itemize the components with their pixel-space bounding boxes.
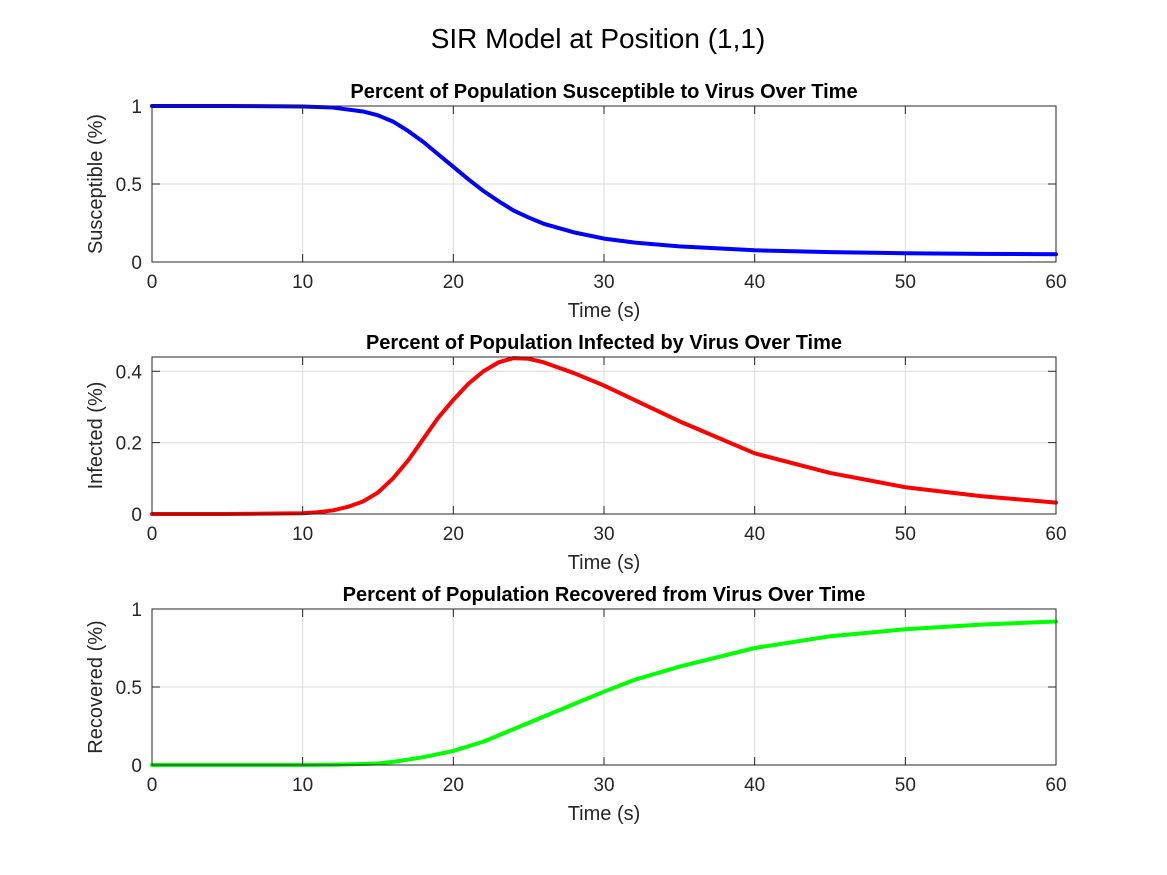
- recovered-x-tick-label: 20: [443, 775, 464, 796]
- recovered-series-line: [150, 619, 1058, 767]
- recovered-x-tick-label: 60: [1045, 775, 1066, 796]
- recovered-y-tick-label: 1: [131, 600, 142, 621]
- infected-x-tick-label: 40: [744, 524, 765, 545]
- recovered-x-tick-label: 50: [895, 775, 916, 796]
- axes-susceptible: 0 10 20 30 40 50 60 0 0.5 1 Percent of Population …: [85, 81, 1067, 322]
- infected-series-line: [150, 356, 1058, 516]
- susceptible-y-tick-label: 0.5: [116, 175, 142, 196]
- recovered-x-tick-label: 0: [147, 775, 158, 796]
- susceptible-x-tick-label: 0: [147, 272, 158, 293]
- recovered-y-axis-label: Recovered (%): [85, 620, 107, 753]
- susceptible-x-tick-label: 20: [443, 272, 464, 293]
- infected-x-tick-label: 60: [1045, 524, 1066, 545]
- infected-y-tick-label: 0.2: [116, 434, 142, 455]
- axes-recovered: 0 10 20 30 40 50 60 0 0.5 1 Percent of Population …: [85, 584, 1067, 825]
- susceptible-x-axis-label: Time (s): [568, 300, 641, 322]
- recovered-y-tick-label: 0: [131, 756, 142, 777]
- susceptible-y-tick-label: 1: [131, 97, 142, 118]
- susceptible-series-line: [150, 104, 1058, 257]
- infected-axes-title: Percent of Population Infected by Virus …: [366, 332, 842, 354]
- susceptible-x-tick-label: 60: [1045, 272, 1066, 293]
- susceptible-y-tick-label: 0: [131, 253, 142, 274]
- infected-x-tick-label: 50: [895, 524, 916, 545]
- recovered-x-tick-label: 30: [593, 775, 614, 796]
- infected-x-axis-label: Time (s): [568, 552, 641, 574]
- susceptible-x-tick-label: 40: [744, 272, 765, 293]
- recovered-x-tick-label: 40: [744, 775, 765, 796]
- susceptible-x-tick-label: 30: [593, 272, 614, 293]
- infected-x-tick-label: 0: [147, 524, 158, 545]
- susceptible-y-axis-label: Susceptible (%): [85, 114, 107, 254]
- recovered-x-axis-label: Time (s): [568, 803, 641, 825]
- infected-y-axis-label: Infected (%): [85, 382, 107, 490]
- recovered-x-tick-label: 10: [292, 775, 313, 796]
- infected-x-tick-label: 20: [443, 524, 464, 545]
- susceptible-axes-title: Percent of Population Susceptible to Vir…: [350, 81, 857, 103]
- infected-y-tick-label: 0.4: [116, 362, 143, 383]
- recovered-axes-title: Percent of Population Recovered from Vir…: [343, 584, 866, 606]
- susceptible-x-tick-label: 10: [292, 272, 313, 293]
- susceptible-x-tick-label: 50: [895, 272, 916, 293]
- figure-suptitle: SIR Model at Position (1,1): [431, 23, 766, 54]
- infected-x-tick-label: 10: [292, 524, 313, 545]
- axes-infected: 0 10 20 30 40 50 60 0 0.2 0.4 Percent of Populatio…: [85, 332, 1067, 574]
- infected-x-tick-label: 30: [593, 524, 614, 545]
- recovered-y-tick-label: 0.5: [116, 678, 142, 699]
- infected-y-tick-label: 0: [131, 505, 142, 526]
